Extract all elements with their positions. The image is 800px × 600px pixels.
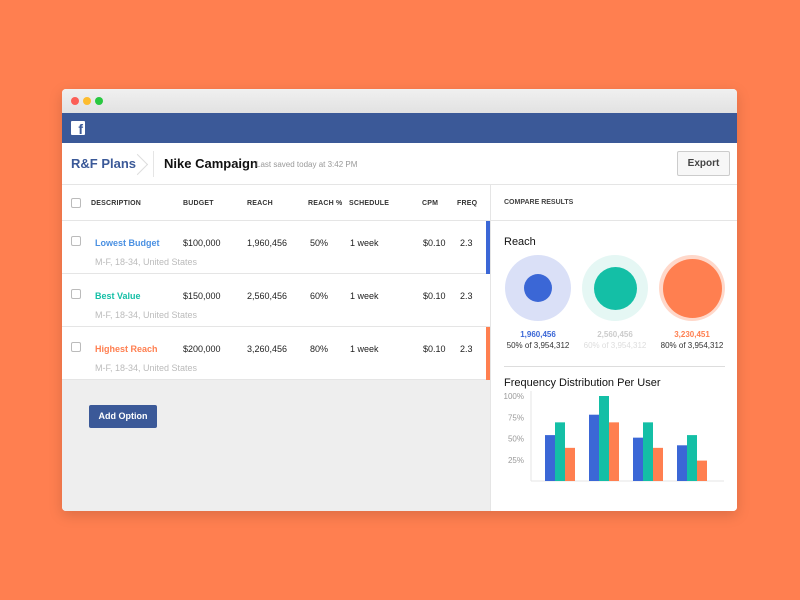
- option-name[interactable]: Lowest Budget: [95, 238, 160, 248]
- reach: 3,260,456: [247, 344, 288, 354]
- add-option-button[interactable]: Add Option: [89, 405, 157, 428]
- option-name[interactable]: Best Value: [95, 291, 141, 301]
- targeting: M-F, 18-34, United States: [95, 310, 198, 320]
- facebook-logo-icon[interactable]: f: [71, 121, 85, 135]
- freq: 2.3: [460, 238, 473, 248]
- app-window: f R&F Plans Nike Campaign Last saved tod…: [62, 89, 737, 511]
- breadcrumb-chevron-icon: [136, 151, 154, 177]
- freq: 2.3: [460, 344, 473, 354]
- option-name[interactable]: Highest Reach: [95, 344, 158, 354]
- cpm: $0.10: [423, 238, 446, 248]
- bar: [697, 460, 707, 481]
- reach-circle-fill: [593, 266, 637, 310]
- row-checkbox[interactable]: [71, 289, 81, 299]
- budget: $150,000: [183, 291, 221, 301]
- col-reach-pct: REACH %: [308, 200, 343, 207]
- plans-table: DESCRIPTION BUDGET REACH REACH % SCHEDUL…: [62, 185, 490, 511]
- close-window-button[interactable]: [71, 97, 79, 105]
- bar: [555, 422, 565, 481]
- reach-value: 3,230,451: [674, 330, 710, 339]
- cpm: $0.10: [423, 291, 446, 301]
- compare-panel: COMPARE RESULTS Reach 1,960,456 50% of 3…: [490, 185, 737, 511]
- y-tick-label: 50%: [508, 435, 524, 444]
- reach-pct-of-total: 60% of 3,954,312: [583, 341, 647, 350]
- col-cpm: CPM: [422, 200, 439, 207]
- page-title: Nike Campaign: [164, 156, 258, 171]
- budget: $200,000: [183, 344, 221, 354]
- freq: 2.3: [460, 291, 473, 301]
- frequency-chart: 100% 75% 50% 25%: [504, 391, 724, 482]
- targeting: M-F, 18-34, United States: [95, 257, 198, 267]
- compare-header: COMPARE RESULTS: [491, 185, 737, 221]
- select-all-checkbox[interactable]: [71, 198, 81, 208]
- row-indicator: [486, 327, 490, 380]
- row-checkbox[interactable]: [71, 236, 81, 246]
- reach: 1,960,456: [247, 238, 288, 248]
- export-button[interactable]: Export: [677, 151, 730, 176]
- y-tick-label: 75%: [508, 413, 524, 422]
- bar: [565, 447, 575, 481]
- reach-value: 1,960,456: [520, 330, 556, 339]
- bar: [677, 445, 687, 481]
- table-row[interactable]: Best Value $150,000 2,560,456 60% 1 week $0.1…: [62, 274, 490, 327]
- reach-circle-fill: [662, 258, 722, 318]
- bar: [643, 422, 653, 481]
- bar: [653, 447, 663, 481]
- bar: [633, 437, 643, 481]
- row-indicator: [486, 221, 490, 274]
- col-schedule: SCHEDULE: [349, 200, 390, 207]
- y-tick-label: 25%: [508, 456, 524, 465]
- divider: [504, 366, 725, 367]
- bar: [599, 396, 609, 481]
- y-tick-label: 100%: [504, 392, 524, 401]
- reach-circle: [505, 255, 571, 321]
- reach: 2,560,456: [247, 291, 288, 301]
- reach-title: Reach: [504, 236, 536, 248]
- breadcrumb-rf-plans[interactable]: R&F Plans: [71, 156, 137, 171]
- reach-pct-of-total: 80% of 3,954,312: [660, 341, 724, 350]
- maximize-window-button[interactable]: [95, 97, 103, 105]
- reach-circle: [582, 255, 648, 321]
- col-freq: FREQ: [457, 200, 478, 207]
- minimize-window-button[interactable]: [83, 97, 91, 105]
- schedule: 1 week: [350, 344, 379, 354]
- reach-circle-fill: [524, 274, 552, 302]
- reach-pct: 50%: [310, 238, 329, 248]
- targeting: M-F, 18-34, United States: [95, 363, 198, 373]
- table-header: DESCRIPTION BUDGET REACH REACH % SCHEDUL…: [62, 185, 490, 221]
- toolbar: R&F Plans Nike Campaign Last saved today…: [62, 143, 737, 185]
- row-checkbox[interactable]: [71, 342, 81, 352]
- table-row[interactable]: Highest Reach $200,000 3,260,456 80% 1 week $…: [62, 327, 490, 380]
- budget: $100,000: [183, 238, 221, 248]
- cpm: $0.10: [423, 344, 446, 354]
- last-saved-text: Last saved today at 3:42 PM: [256, 160, 358, 169]
- frequency-title: Frequency Distribution Per User: [504, 377, 661, 389]
- schedule: 1 week: [350, 291, 379, 301]
- reach-pct: 80%: [310, 344, 329, 354]
- col-budget: BUDGET: [183, 200, 214, 207]
- reach-pct-of-total: 50% of 3,954,312: [506, 341, 570, 350]
- col-reach: REACH: [247, 200, 273, 207]
- title-bar: [62, 89, 737, 113]
- facebook-header: f: [62, 113, 737, 143]
- table-row[interactable]: Lowest Budget $100,000 1,960,456 50% 1 week $…: [62, 221, 490, 274]
- reach-value: 2,560,456: [597, 330, 633, 339]
- compare-title: COMPARE RESULTS: [504, 199, 574, 206]
- bar: [687, 435, 697, 481]
- bar: [609, 422, 619, 481]
- bar: [589, 414, 599, 481]
- col-description: DESCRIPTION: [91, 200, 142, 207]
- schedule: 1 week: [350, 238, 379, 248]
- reach-pct: 60%: [310, 291, 329, 301]
- bar: [545, 435, 555, 481]
- reach-circle: [659, 255, 725, 321]
